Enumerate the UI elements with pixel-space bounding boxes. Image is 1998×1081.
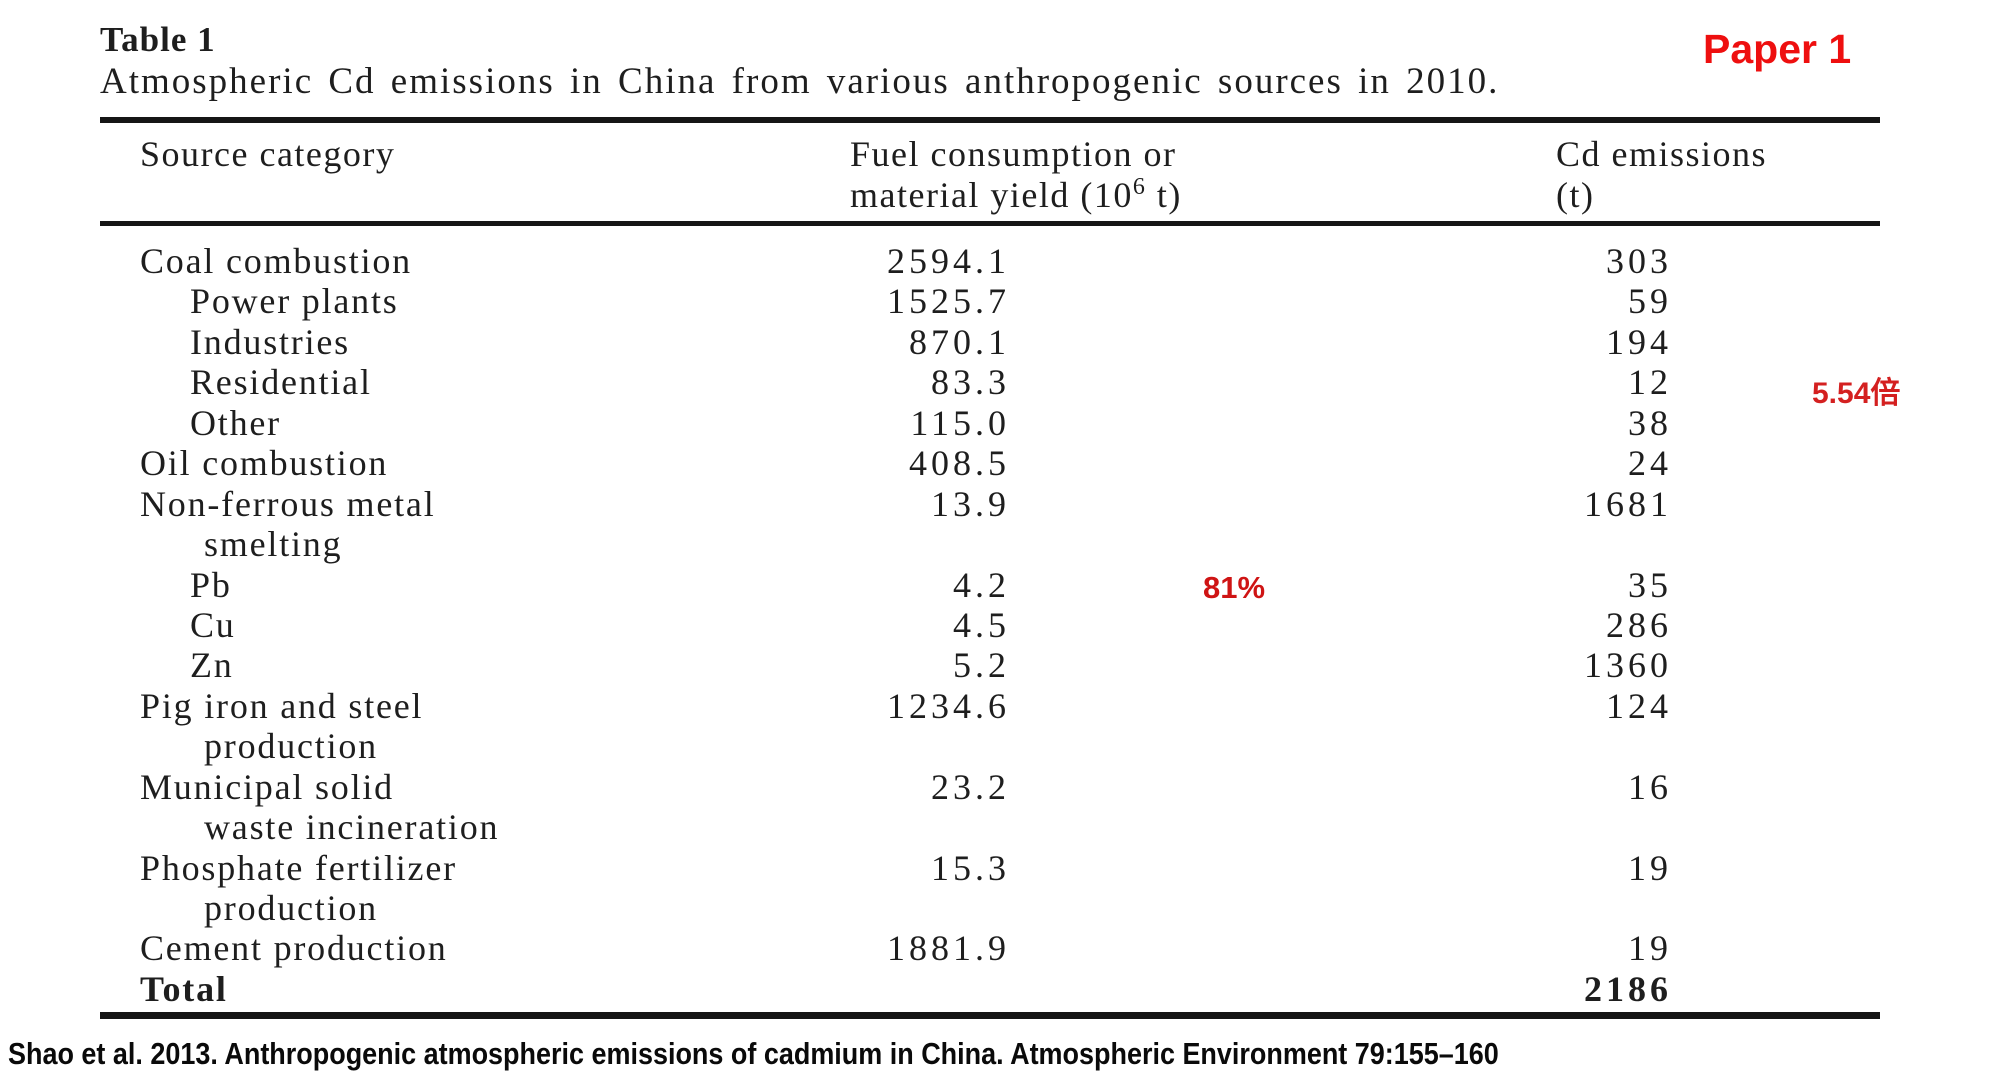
row-label: Cement production — [140, 928, 448, 969]
fuel-value: 1525.7 — [887, 281, 1010, 322]
table-row-line: Total 2186 — [100, 969, 1880, 1009]
fuel-value: 23.2 — [931, 766, 1010, 807]
fuel-value: 13.9 — [931, 483, 1010, 524]
fuel-header-line2-post: t) — [1146, 175, 1182, 215]
paper-number-annotation: Paper 1 — [1703, 26, 1852, 72]
table-row-line: Power plants 1525.7 59 — [100, 281, 1880, 321]
percent-annotation: 81% — [1203, 570, 1266, 605]
citation-text: Shao et al. 2013. Anthropogenic atmosphe… — [8, 1036, 1499, 1071]
table-row-line: Municipal solid 23.2 16 — [100, 767, 1880, 807]
table-top-rule — [100, 117, 1880, 123]
row-label: Total — [140, 968, 228, 1009]
cd-emission-value: 24 — [1628, 443, 1672, 484]
table-row-line: Cu 4.5 286 — [100, 605, 1880, 645]
row-label: Zn — [190, 645, 234, 686]
cd-emission-value: 12 — [1628, 362, 1672, 403]
row-label: waste incineration — [204, 807, 500, 848]
fuel-value: 2594.1 — [887, 241, 1010, 281]
table-row-line: Non-ferrous metal 13.9 1681 — [100, 484, 1880, 524]
row-label: Other — [190, 402, 281, 443]
row-label: Oil combustion — [140, 443, 389, 484]
cd-emission-value: 124 — [1606, 685, 1672, 726]
cd-emission-value: 286 — [1606, 604, 1672, 645]
table-row-line: waste incineration — [100, 807, 1880, 847]
fuel-header-superscript: 6 — [1132, 174, 1147, 200]
table-rows: Coal combustion 2594.1 303 Power plants 1525… — [100, 241, 1880, 1009]
cd-emission-value: 2186 — [1584, 968, 1672, 1009]
row-label: Pb — [190, 564, 232, 605]
table-label: Table 1 — [100, 20, 216, 59]
cd-emission-value: 16 — [1628, 766, 1672, 807]
row-label: Phosphate fertilizer — [140, 847, 457, 888]
fuel-value: 15.3 — [931, 847, 1010, 888]
cd-emission-value: 35 — [1628, 564, 1672, 605]
cd-emission-value: 1681 — [1584, 483, 1672, 524]
fuel-header-line1: Fuel consumption or — [850, 134, 1177, 174]
fuel-value: 4.2 — [953, 564, 1010, 605]
fuel-value: 115.0 — [910, 402, 1010, 443]
ratio-annotation: 5.54倍 — [1812, 377, 1901, 410]
row-label: Coal combustion — [140, 241, 412, 281]
cd-emission-value: 59 — [1628, 281, 1672, 322]
cd-header-line1: Cd emissions — [1556, 134, 1768, 174]
table-row-line: Cement production 1881.9 19 — [100, 928, 1880, 968]
fuel-value: 408.5 — [909, 443, 1010, 484]
row-label: Industries — [190, 321, 350, 362]
row-label: Residential — [190, 362, 372, 403]
row-label: production — [204, 888, 378, 928]
table-row-line: Phosphate fertilizer 15.3 19 — [100, 848, 1880, 888]
fuel-value: 5.2 — [953, 645, 1010, 686]
column-header-fuel-consumption: Fuel consumption or material yield (106 … — [850, 134, 1182, 216]
table-bottom-rule — [100, 1012, 1880, 1019]
table-row-line: Coal combustion 2594.1 303 — [100, 241, 1880, 281]
row-label: Power plants — [190, 281, 399, 322]
table-caption: Atmospheric Cd emissions in China from v… — [100, 61, 1500, 102]
row-label: Non-ferrous metal — [140, 483, 436, 524]
row-label: smelting — [204, 524, 343, 565]
table-header-rule — [100, 221, 1880, 226]
fuel-header-line2-pre: material yield (10 — [850, 175, 1133, 215]
fuel-header-line2: material yield (106 t) — [850, 175, 1182, 216]
row-label: production — [204, 726, 378, 767]
cd-header-line2: (t) — [1556, 175, 1595, 215]
column-header-source-category: Source category — [140, 134, 396, 174]
fuel-value: 83.3 — [931, 362, 1010, 403]
cd-emission-value: 19 — [1628, 847, 1672, 888]
table-row-line: Zn 5.2 1360 — [100, 645, 1880, 685]
table-row-line: Pb 4.2 35 — [100, 565, 1880, 605]
cd-emission-value: 194 — [1606, 321, 1672, 362]
row-label: Cu — [190, 604, 236, 645]
cd-emission-value: 19 — [1628, 928, 1672, 969]
cd-emission-value: 1360 — [1584, 645, 1672, 686]
row-label: Municipal solid — [140, 766, 394, 807]
cd-emission-value: 38 — [1628, 402, 1672, 443]
table-row-line: Industries 870.1 194 — [100, 322, 1880, 362]
fuel-value: 1234.6 — [887, 685, 1010, 726]
table-row-line: Residential 83.3 12 — [100, 362, 1880, 402]
column-header-cd-emissions: Cd emissions (t) — [1556, 134, 1767, 216]
table-row-line: smelting — [100, 524, 1880, 564]
cd-emission-value: 303 — [1606, 241, 1672, 281]
fuel-value: 1881.9 — [887, 928, 1010, 969]
table-row-line: production — [100, 726, 1880, 766]
table-row-line: production — [100, 888, 1880, 928]
table-row-line: Other 115.0 38 — [100, 403, 1880, 443]
fuel-value: 870.1 — [909, 321, 1010, 362]
fuel-value: 4.5 — [953, 604, 1010, 645]
table-row-line: Oil combustion 408.5 24 — [100, 443, 1880, 483]
row-label: Pig iron and steel — [140, 685, 424, 726]
table-row-line: Pig iron and steel 1234.6 124 — [100, 686, 1880, 726]
